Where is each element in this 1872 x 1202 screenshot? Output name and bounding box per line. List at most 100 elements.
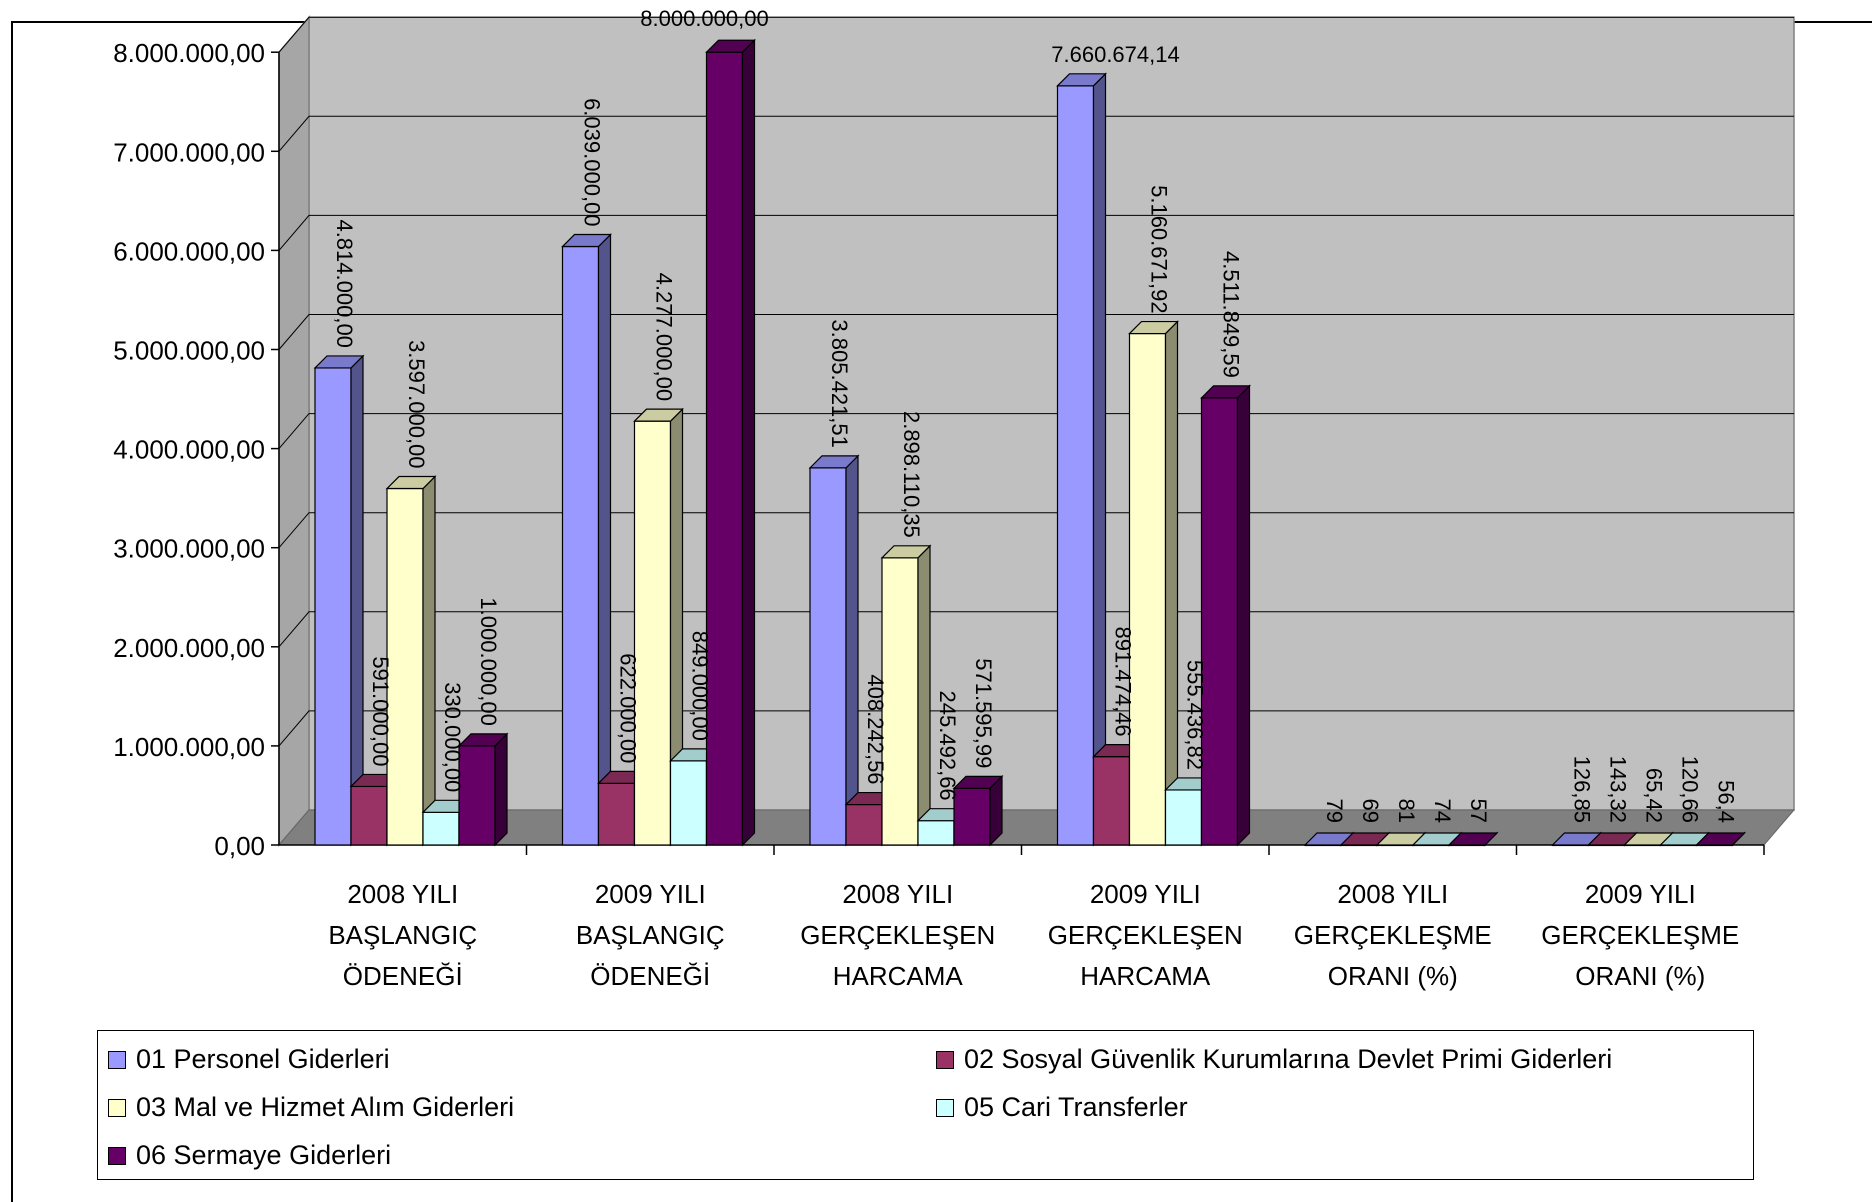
data-label: 330.000,00 [440,682,465,792]
bars [313,38,1746,847]
gridline [278,512,1794,549]
bar [705,38,756,847]
data-label: 65,42 [1642,768,1667,823]
gridline [278,16,1794,53]
x-tick-label: ORANI (%) [1328,961,1458,991]
x-tick-label: ORANI (%) [1575,961,1705,991]
data-label: 3.597.000,00 [404,340,429,468]
legend-item-cari-transferler: 05 Cari Transferler [936,1092,1188,1123]
x-tick-label: HARCAMA [1080,961,1211,991]
bar [880,544,932,847]
data-label: 143,32 [1606,756,1631,823]
bar [1200,384,1251,847]
data-label: 1.000.000,00 [476,597,501,725]
data-label: 2.898.110,35 [899,411,924,538]
data-label: 849.000,00 [688,631,713,741]
bar [844,791,896,847]
y-tick-label: 4.000.000,00 [113,435,265,465]
y-tick-label: 7.000.000,00 [113,137,265,167]
legend-label: 01 Personel Giderleri [136,1044,390,1074]
gridline [278,611,1794,648]
y-tick-label: 3.000.000,00 [113,534,265,564]
legend-swatch [108,1146,126,1165]
legend-item-sermaye: 06 Sermaye Giderleri [108,1140,391,1171]
data-label: 5.160.671,92 [1147,185,1172,313]
bar [561,233,612,847]
legend-swatch [108,1098,126,1117]
legend: 01 Personel Giderleri 02 Sosyal Güvenlik… [97,1030,1754,1180]
bar [457,732,509,847]
axes [271,51,1765,855]
x-tick-label: GERÇEKLEŞEN [800,920,995,950]
x-tick-label: 2009 YILI [1585,879,1696,909]
bar [952,774,1004,847]
data-label: 245.492,66 [935,691,960,801]
data-label: 81 [1394,799,1419,823]
x-tick-label: 2009 YILI [1090,879,1201,909]
data-label: 56,4 [1714,780,1739,823]
x-tick-label: BAŞLANGIÇ [328,920,477,950]
plot-walls [277,15,1796,848]
data-label: 8.000.000,00 [640,6,768,31]
data-label: 3.805.421,51 [827,319,852,447]
legend-item-mal-hizmet: 03 Mal ve Hizmet Alım Giderleri [108,1092,514,1123]
y-tick-labels: 0,00 1.000.000,00 2.000.000,00 3.000.000,00… [113,38,265,861]
gridline [278,115,1794,152]
bar [808,454,860,847]
y-tick-label: 8.000.000,00 [113,38,265,68]
data-label: 891.474,46 [1111,627,1136,737]
x-tick-label: GERÇEKLEŞME [1541,920,1739,950]
x-tick-label: 2008 YILI [1337,879,1448,909]
bar [1092,743,1143,847]
gridline [278,710,1794,747]
bar [1128,320,1179,847]
gridline [278,413,1794,449]
data-label: 571.595,99 [971,658,996,768]
bar [1447,831,1499,847]
data-label: 591.000,00 [368,656,393,766]
bar [1056,72,1107,847]
y-tick-label: 0,00 [214,831,265,861]
legend-label: 02 Sosyal Güvenlik Kurumlarına Devlet Pr… [964,1044,1613,1074]
data-label: 7.660.674,14 [1051,42,1179,67]
data-labels: 4.814.000,00 591.000,00 3.597.000,00 330.00… [332,6,1739,823]
data-label: 4.277.000,00 [652,273,677,401]
data-label: 57 [1466,799,1491,823]
data-label: 126,85 [1570,756,1595,823]
data-label: 4.814.000,00 [332,219,357,347]
legend-label: 03 Mal ve Hizmet Alım Giderleri [136,1092,515,1122]
x-tick-label: GERÇEKLEŞME [1294,920,1492,950]
x-tick-label: 2009 YILI [595,879,706,909]
legend-label: 05 Cari Transferler [964,1092,1188,1122]
gridline [278,314,1794,350]
x-tick-label: ÖDENEĞİ [343,961,463,991]
y-tick-label: 6.000.000,00 [113,236,265,266]
data-label: 6.039.000,00 [580,98,605,226]
x-tick-label: HARCAMA [833,961,964,991]
data-label: 408.242,56 [863,674,888,784]
data-label: 555.436,82 [1183,660,1208,770]
legend-label: 06 Sermaye Giderleri [136,1140,392,1170]
x-tick-label: ÖDENEĞİ [590,961,710,991]
x-tick-label: GERÇEKLEŞEN [1048,920,1243,950]
data-label: 69 [1358,799,1383,823]
data-label: 74 [1430,799,1455,823]
legend-swatch [108,1050,126,1069]
y-tick-label: 1.000.000,00 [113,732,265,762]
bar [633,407,684,847]
x-tick-label: 2008 YILI [842,879,953,909]
data-label: 622.000,00 [616,653,641,763]
y-tick-label: 2.000.000,00 [113,633,265,663]
bar [313,354,365,847]
x-tick-labels: 2008 YILI BAŞLANGIÇ ÖDENEĞİ 2009 YILI BAŞLAN… [328,879,1739,991]
bar [385,475,437,847]
legend-item-personel: 01 Personel Giderleri [108,1044,390,1075]
gridline [278,214,1794,251]
data-label: 120,66 [1678,756,1703,823]
data-label: 4.511.849,59 [1219,251,1244,378]
y-tick-label: 5.000.000,00 [113,336,265,366]
bar [1695,831,1746,847]
x-tick-label: BAŞLANGIÇ [576,920,725,950]
legend-item-sosyal-guvenlik: 02 Sosyal Güvenlik Kurumlarına Devlet Pr… [936,1044,1612,1075]
